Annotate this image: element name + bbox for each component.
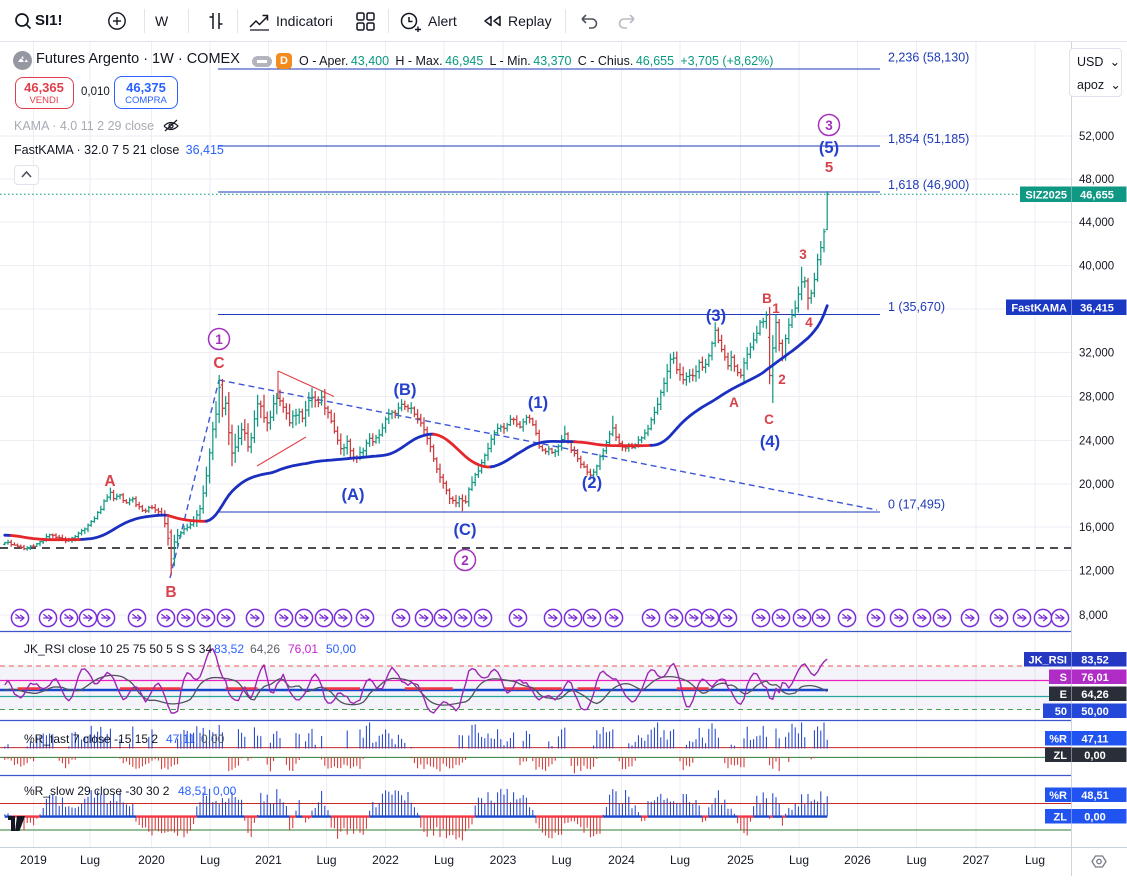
svg-text:3: 3 bbox=[825, 118, 833, 133]
svg-text:Lug: Lug bbox=[434, 853, 454, 867]
svg-text:(B): (B) bbox=[394, 381, 417, 399]
svg-text:50,00: 50,00 bbox=[1081, 706, 1109, 718]
svg-text:20,000: 20,000 bbox=[1079, 479, 1114, 491]
svg-text:2025: 2025 bbox=[727, 853, 754, 867]
svg-text:1 (35,670): 1 (35,670) bbox=[888, 300, 945, 314]
svg-text:Lug: Lug bbox=[316, 853, 336, 867]
svg-text:44,000: 44,000 bbox=[1079, 217, 1114, 229]
svg-text:(1): (1) bbox=[528, 394, 548, 412]
svg-text:50: 50 bbox=[1055, 706, 1067, 718]
svg-text:A: A bbox=[104, 473, 115, 490]
svg-text:C: C bbox=[764, 412, 774, 427]
svg-text:JK_RSI close 10 25 75 50 5 S S: JK_RSI close 10 25 75 50 5 S S 34 bbox=[24, 642, 212, 656]
svg-text:83,52: 83,52 bbox=[214, 642, 244, 656]
svg-text:2021: 2021 bbox=[255, 853, 282, 867]
svg-text:B: B bbox=[762, 291, 772, 306]
svg-text:Lug: Lug bbox=[551, 853, 571, 867]
svg-text:48,000: 48,000 bbox=[1079, 174, 1114, 186]
svg-text:2023: 2023 bbox=[490, 853, 517, 867]
svg-text:Lug: Lug bbox=[670, 853, 690, 867]
svg-text:2022: 2022 bbox=[372, 853, 399, 867]
svg-text:2: 2 bbox=[461, 553, 469, 568]
svg-text:2: 2 bbox=[778, 372, 786, 387]
svg-text:B: B bbox=[165, 584, 176, 601]
svg-text:Lug: Lug bbox=[789, 853, 809, 867]
svg-text:16,000: 16,000 bbox=[1079, 522, 1114, 534]
svg-text:Lug: Lug bbox=[906, 853, 926, 867]
svg-text:%R: %R bbox=[1049, 733, 1067, 745]
svg-text:48,51: 48,51 bbox=[178, 784, 208, 798]
svg-text:0 (17,495): 0 (17,495) bbox=[888, 498, 945, 512]
svg-text:64,26: 64,26 bbox=[1081, 689, 1109, 701]
svg-text:A: A bbox=[729, 395, 739, 410]
svg-text:%R_slow 29 close -30 30 2: %R_slow 29 close -30 30 2 bbox=[24, 784, 170, 798]
svg-text:1: 1 bbox=[772, 301, 780, 316]
svg-text:E: E bbox=[1060, 689, 1067, 701]
svg-text:(3): (3) bbox=[706, 307, 726, 325]
svg-text:48,51: 48,51 bbox=[1081, 790, 1109, 802]
svg-text:(C): (C) bbox=[454, 521, 477, 539]
svg-text:SIZ2025: SIZ2025 bbox=[1025, 189, 1067, 201]
svg-text:2026: 2026 bbox=[844, 853, 871, 867]
svg-text:%R: %R bbox=[1049, 790, 1067, 802]
svg-text:83,52: 83,52 bbox=[1081, 654, 1109, 666]
svg-text:2,236 (58,130): 2,236 (58,130) bbox=[888, 51, 969, 65]
svg-text:1,854 (51,185): 1,854 (51,185) bbox=[888, 132, 969, 146]
svg-text:24,000: 24,000 bbox=[1079, 436, 1114, 448]
svg-text:12,000: 12,000 bbox=[1079, 566, 1114, 578]
svg-text:2024: 2024 bbox=[608, 853, 635, 867]
svg-text:64,26: 64,26 bbox=[250, 642, 280, 656]
svg-text:40,000: 40,000 bbox=[1079, 261, 1114, 273]
svg-text:28,000: 28,000 bbox=[1079, 392, 1114, 404]
svg-text:47,11: 47,11 bbox=[1082, 733, 1109, 745]
svg-text:Lug: Lug bbox=[1025, 853, 1045, 867]
svg-text:3: 3 bbox=[799, 247, 807, 262]
svg-text:1,618 (46,900): 1,618 (46,900) bbox=[888, 178, 969, 192]
svg-text:76,01: 76,01 bbox=[1081, 672, 1109, 684]
svg-text:2019: 2019 bbox=[20, 853, 47, 867]
svg-text:FastKAMA: FastKAMA bbox=[1011, 302, 1067, 314]
svg-text:2027: 2027 bbox=[963, 853, 990, 867]
svg-text:2020: 2020 bbox=[138, 853, 165, 867]
svg-text:Lug: Lug bbox=[80, 853, 100, 867]
svg-text:50,00: 50,00 bbox=[326, 642, 356, 656]
svg-text:32,000: 32,000 bbox=[1079, 348, 1114, 360]
svg-text:0,00: 0,00 bbox=[1084, 750, 1105, 762]
svg-text:52,000: 52,000 bbox=[1079, 131, 1114, 143]
svg-text:5: 5 bbox=[825, 159, 833, 176]
svg-text:76,01: 76,01 bbox=[288, 642, 318, 656]
svg-text:46,655: 46,655 bbox=[1080, 189, 1114, 201]
svg-text:S: S bbox=[1060, 672, 1067, 684]
svg-text:36,415: 36,415 bbox=[1080, 302, 1114, 314]
svg-text:(4): (4) bbox=[760, 433, 780, 451]
svg-text:%R_fast 7 close -15 15 2: %R_fast 7 close -15 15 2 bbox=[24, 732, 158, 746]
svg-text:0,00: 0,00 bbox=[201, 732, 225, 746]
svg-text:4: 4 bbox=[805, 315, 813, 330]
svg-text:ZL: ZL bbox=[1054, 750, 1068, 762]
svg-text:JK_RSI: JK_RSI bbox=[1028, 654, 1067, 666]
svg-text:C: C bbox=[213, 355, 224, 372]
svg-text:(A): (A) bbox=[342, 486, 365, 504]
svg-text:0,00: 0,00 bbox=[1084, 811, 1105, 823]
svg-text:0,00: 0,00 bbox=[213, 784, 237, 798]
svg-text:(5): (5) bbox=[819, 139, 839, 157]
svg-text:1: 1 bbox=[215, 332, 223, 347]
svg-text:8,000: 8,000 bbox=[1079, 610, 1108, 622]
svg-text:47,11: 47,11 bbox=[166, 732, 195, 746]
svg-text:(2): (2) bbox=[582, 474, 602, 492]
svg-text:Lug: Lug bbox=[200, 853, 220, 867]
svg-text:ZL: ZL bbox=[1054, 811, 1068, 823]
